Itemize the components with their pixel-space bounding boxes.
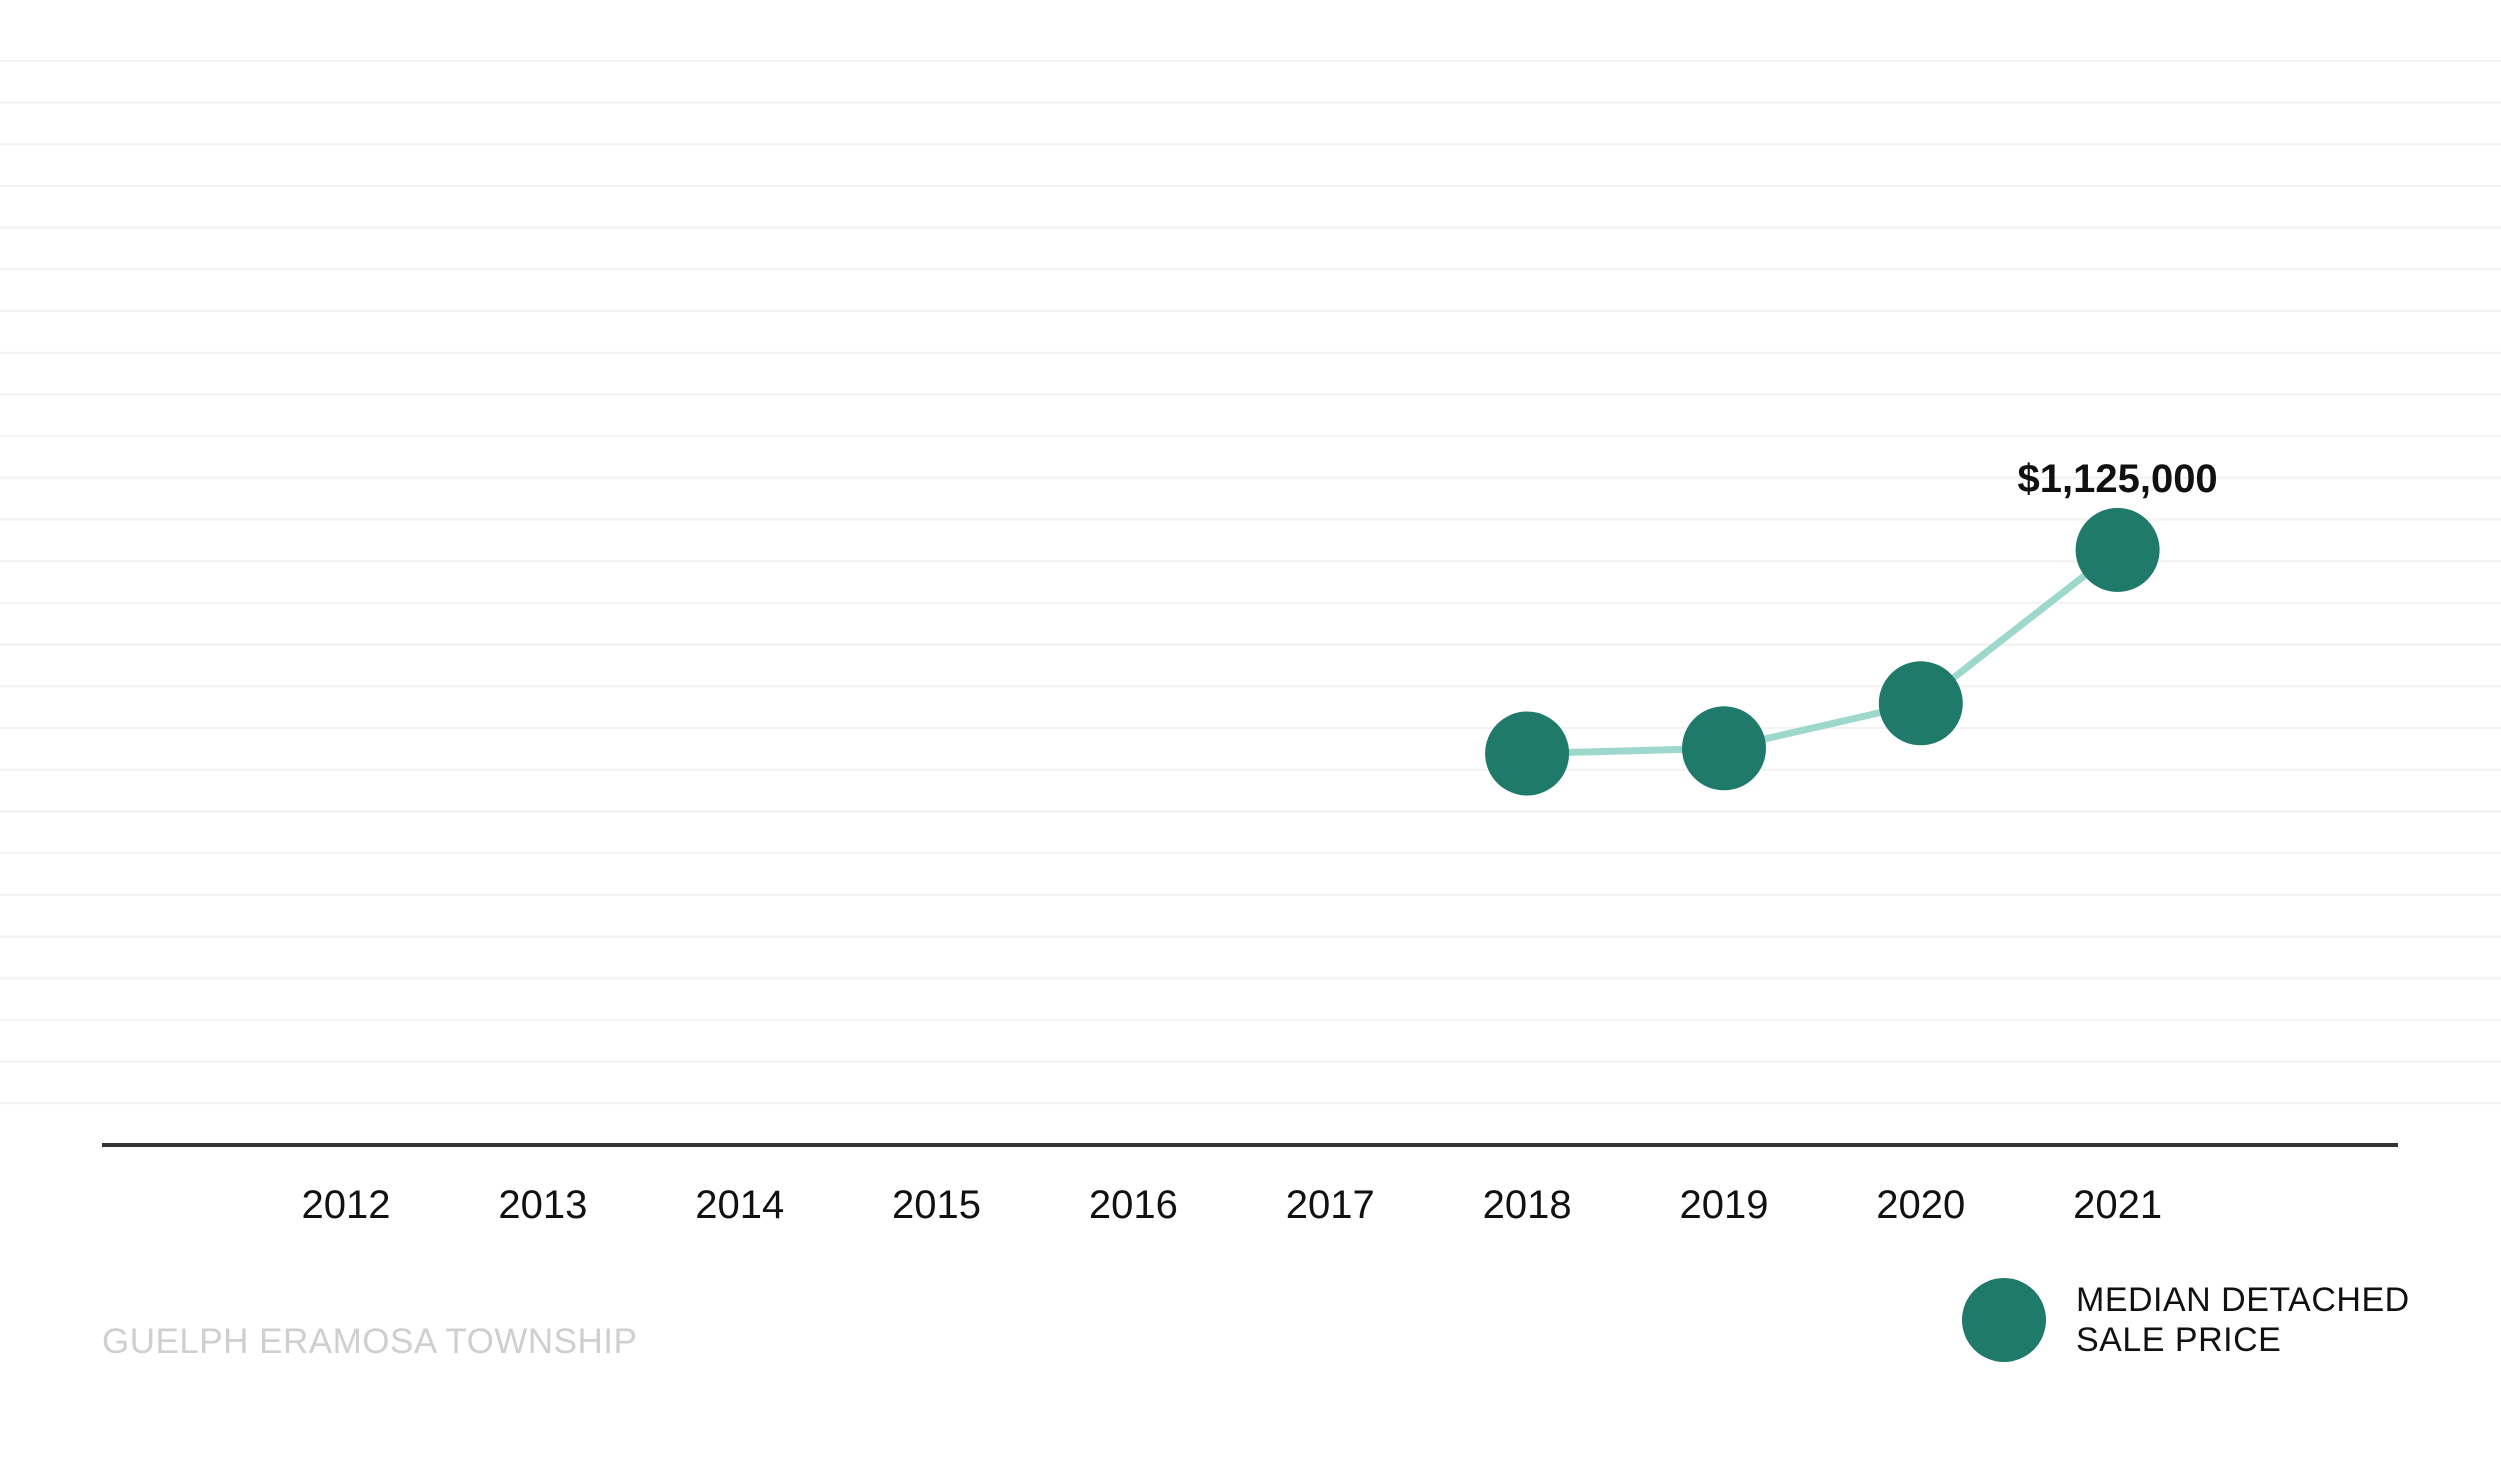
legend: MEDIAN DETACHED SALE PRICE (1962, 1278, 2456, 1362)
x-axis-tick-labels: 2012 2013 2014 2015 2016 2017 2018 2019 2020 2021 (302, 1183, 2163, 1227)
x-tick-label: 2016 (1089, 1183, 1178, 1227)
series-line (1527, 547, 2120, 757)
x-tick-label: 2012 (302, 1183, 391, 1227)
data-point (1485, 711, 1570, 796)
data-labels-layer: $1,125,000 (2017, 457, 2217, 501)
data-label: $1,125,000 (2017, 457, 2217, 501)
legend-label-line-1: MEDIAN DETACHED (2076, 1281, 2410, 1319)
legend-marker-icon (1962, 1278, 2046, 1362)
x-tick-label: 2020 (1876, 1183, 1965, 1227)
data-point (1878, 661, 1963, 746)
series-line-layer (1527, 547, 2120, 757)
x-tick-label: 2013 (498, 1183, 587, 1227)
legend-label: MEDIAN DETACHED SALE PRICE (2076, 1280, 2456, 1360)
x-tick-label: 2017 (1286, 1183, 1375, 1227)
chart-caption: GUELPH ERAMOSA TOWNSHIP (102, 1322, 638, 1361)
x-tick-label: 2015 (892, 1183, 981, 1227)
data-point (1682, 706, 1766, 791)
x-tick-label: 2018 (1483, 1183, 1572, 1227)
x-tick-label: 2014 (695, 1183, 784, 1227)
series-points-layer (1485, 507, 2160, 796)
x-tick-label: 2021 (2073, 1183, 2162, 1227)
legend-label-line-2: SALE PRICE (2076, 1321, 2282, 1359)
x-tick-label: 2019 (1680, 1183, 1769, 1227)
data-point (2075, 507, 2160, 592)
